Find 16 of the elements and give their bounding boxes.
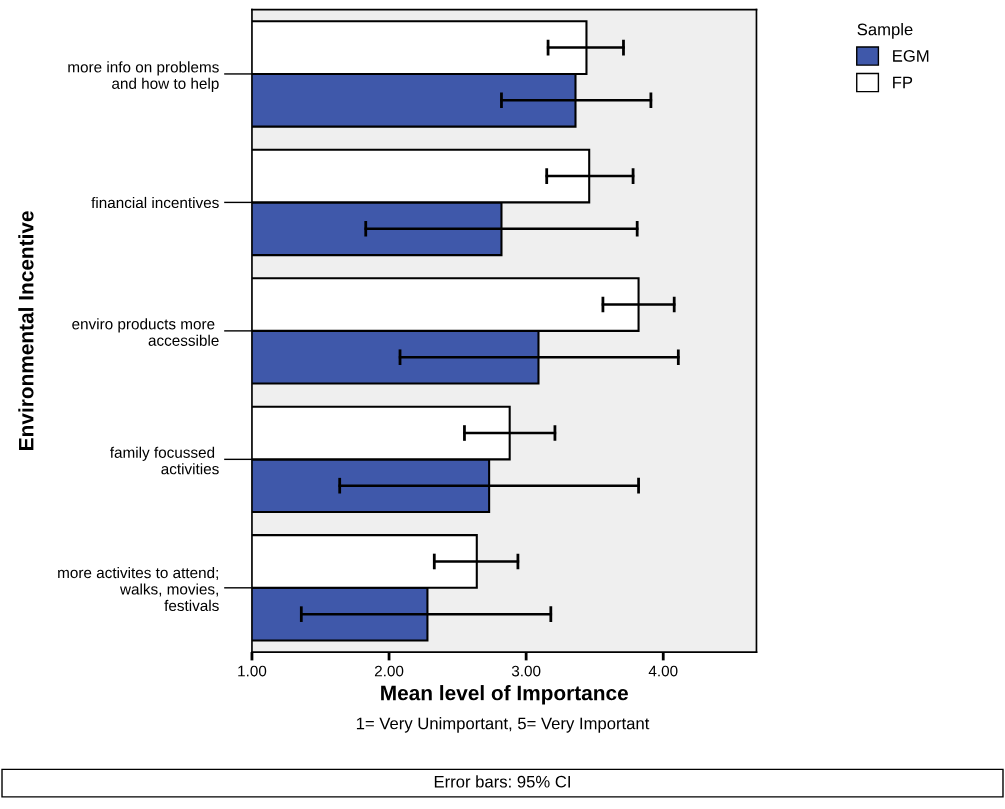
x-tick-label: 3.00 (511, 665, 541, 677)
x-tick-label: 2.00 (374, 665, 404, 677)
y-tick-label: more info on problems and how to help (68, 61, 219, 92)
x-tick-label: 1.00 (238, 665, 267, 677)
x-tick-label: 4.00 (648, 665, 678, 677)
x-axis-title: Mean level of Importance (381, 685, 628, 705)
y-tick-label: more activites to attend; walks, movies, festivals (58, 566, 219, 612)
y-tick-label: financial incentives (91, 196, 219, 209)
legend-label: EGM (893, 49, 929, 62)
y-axis-title: Environmental Incentive (18, 211, 34, 450)
y-tick-label: enviro products more accessible (72, 318, 219, 346)
text: Error bars: 95% CI (434, 775, 570, 788)
y-tick-label: family focussed activities (110, 446, 219, 475)
text: 1= Very Unimportant, 5= Very Important (356, 717, 650, 733)
legend-title: Sample (857, 23, 913, 39)
legend-label: FP (893, 76, 913, 89)
